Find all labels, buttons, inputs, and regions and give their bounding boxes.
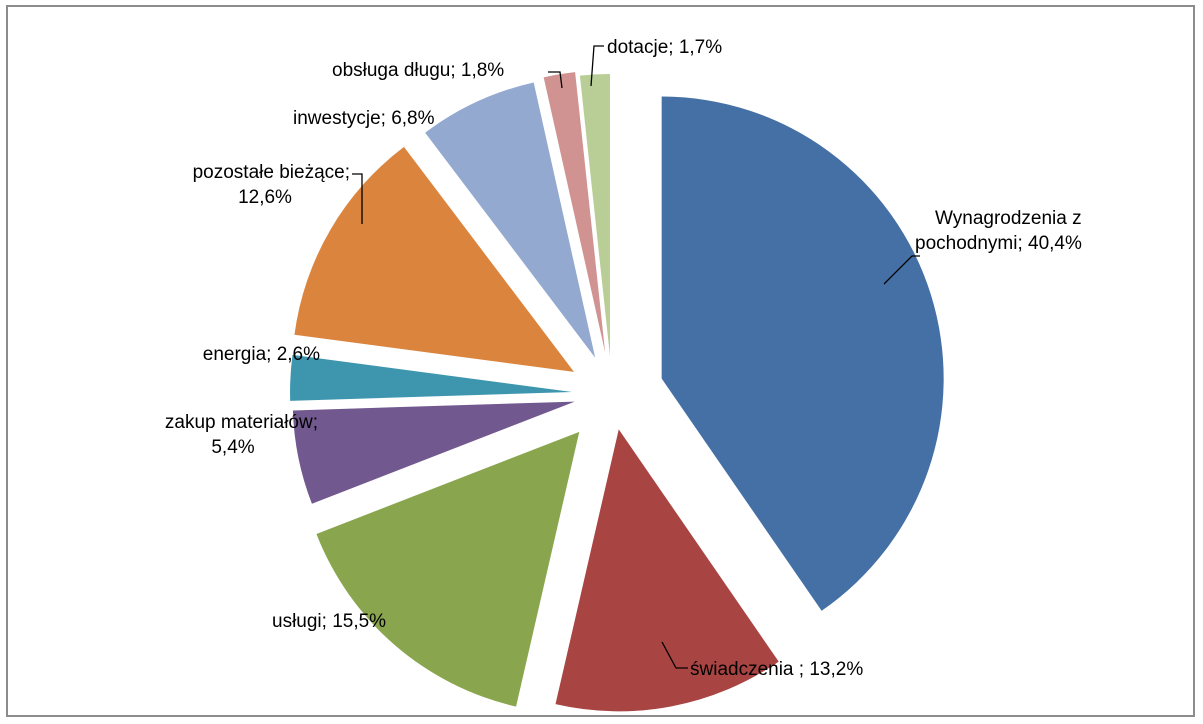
pie-slice-9	[579, 74, 610, 357]
pie-slice-8	[543, 72, 606, 353]
slice-label-7-line-1: inwestycje; 6,8%	[293, 108, 435, 129]
slice-label-5-line-1: energia; 2,6%	[203, 344, 320, 365]
slice-label-4: zakup materiałów; 5,4%	[165, 412, 318, 458]
slice-label-3: usługi; 15,5%	[272, 611, 386, 632]
slice-label-3-line-1: usługi; 15,5%	[272, 611, 386, 632]
leader-line-9	[590, 45, 604, 87]
pie-slice-6	[294, 146, 574, 372]
slice-label-1: Wynagrodzenia z pochodnymi; 40,4%	[915, 208, 1082, 254]
pie-slice-4	[292, 401, 575, 504]
leader-line-8	[548, 71, 563, 89]
slice-label-9: dotacje; 1,7%	[607, 37, 722, 58]
leader-line-1	[883, 255, 920, 285]
leader-line-2	[661, 641, 688, 669]
slice-label-4-line-1: zakup materiałów;	[165, 412, 318, 433]
pie-slice-3	[316, 431, 580, 707]
slice-label-1-line-1: Wynagrodzenia z	[935, 208, 1082, 229]
slice-label-2: świadczenia ; 13,2%	[690, 659, 863, 680]
slice-label-7: inwestycje; 6,8%	[293, 108, 435, 129]
pie-slice-5	[290, 354, 573, 401]
slice-label-6-line-2: 12,6%	[238, 187, 292, 208]
pie-slice-1	[661, 96, 944, 611]
slice-label-2-line-1: świadczenia ; 13,2%	[690, 659, 863, 680]
pie-slice-7	[425, 82, 596, 358]
slice-label-9-line-1: dotacje; 1,7%	[607, 37, 722, 58]
slice-label-1-line-2: pochodnymi; 40,4%	[915, 233, 1082, 254]
slice-label-6: pozostałe bieżące; 12,6%	[193, 162, 350, 208]
slice-label-8-line-1: obsługa długu; 1,8%	[332, 60, 504, 81]
leader-line-6	[352, 173, 363, 224]
pie-slice-2	[555, 429, 779, 712]
slice-label-8: obsługa długu; 1,8%	[332, 60, 504, 81]
slice-label-4-line-2: 5,4%	[211, 437, 254, 458]
slice-label-6-line-1: pozostałe bieżące;	[193, 162, 350, 183]
slice-label-5: energia; 2,6%	[203, 344, 320, 365]
